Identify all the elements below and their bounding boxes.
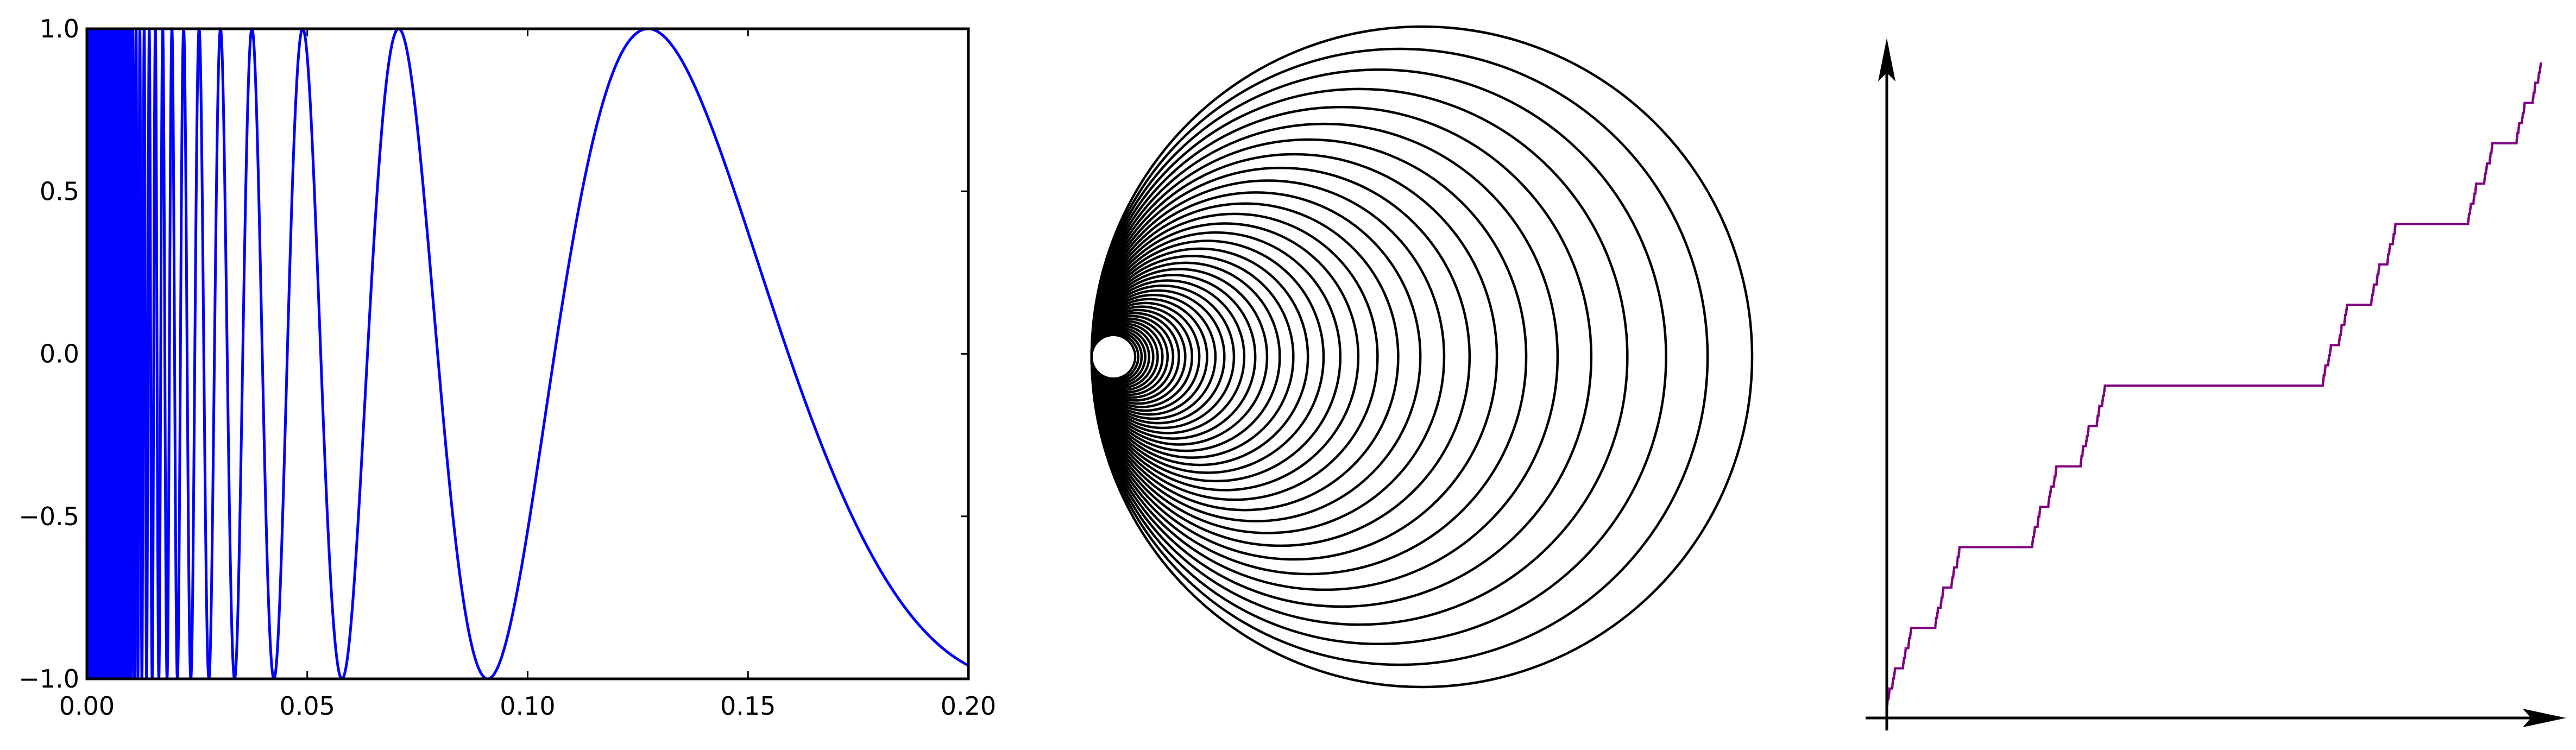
panel-nested-circles [1090,25,1754,689]
y-tick-label: 0.5 [40,177,79,206]
panel1-axes-frame [85,27,970,680]
panel-sin-inverse-chart: 0.00 0.05 0.10 0.15 0.20 −1.0 −0.5 0.0 0.5 1.0 [18,14,996,721]
panel3-axes [1866,38,2566,730]
y-tick-label: 1.0 [40,14,79,43]
y-axis-arrowhead [1878,38,1895,81]
y-tick-label: 0.0 [40,339,79,369]
y-tick-label: −0.5 [18,502,79,531]
x-tick-label: 0.20 [941,691,996,721]
panel1-ticks [86,28,969,680]
panel-cantor-staircase [1866,38,2566,730]
x-tick-label: 0.05 [280,691,335,721]
nested-circle [1090,333,1137,380]
x-axis-arrowhead [2523,709,2566,727]
nested-circle [1090,47,1709,666]
sin-inverse-curve [85,27,970,680]
panel1-x-tick-labels: 0.00 0.05 0.10 0.15 0.20 [59,691,996,721]
x-tick-label: 0.15 [720,691,776,721]
panel1-y-tick-labels: −1.0 −0.5 0.0 0.5 1.0 [18,14,79,694]
cantor-staircase-curve [1886,62,2542,710]
nested-circle [1090,25,1754,689]
x-tick-label: 0.10 [500,691,555,721]
y-tick-label: −1.0 [18,664,79,694]
center-disk [1093,336,1134,377]
x-tick-label: 0.00 [59,691,115,721]
